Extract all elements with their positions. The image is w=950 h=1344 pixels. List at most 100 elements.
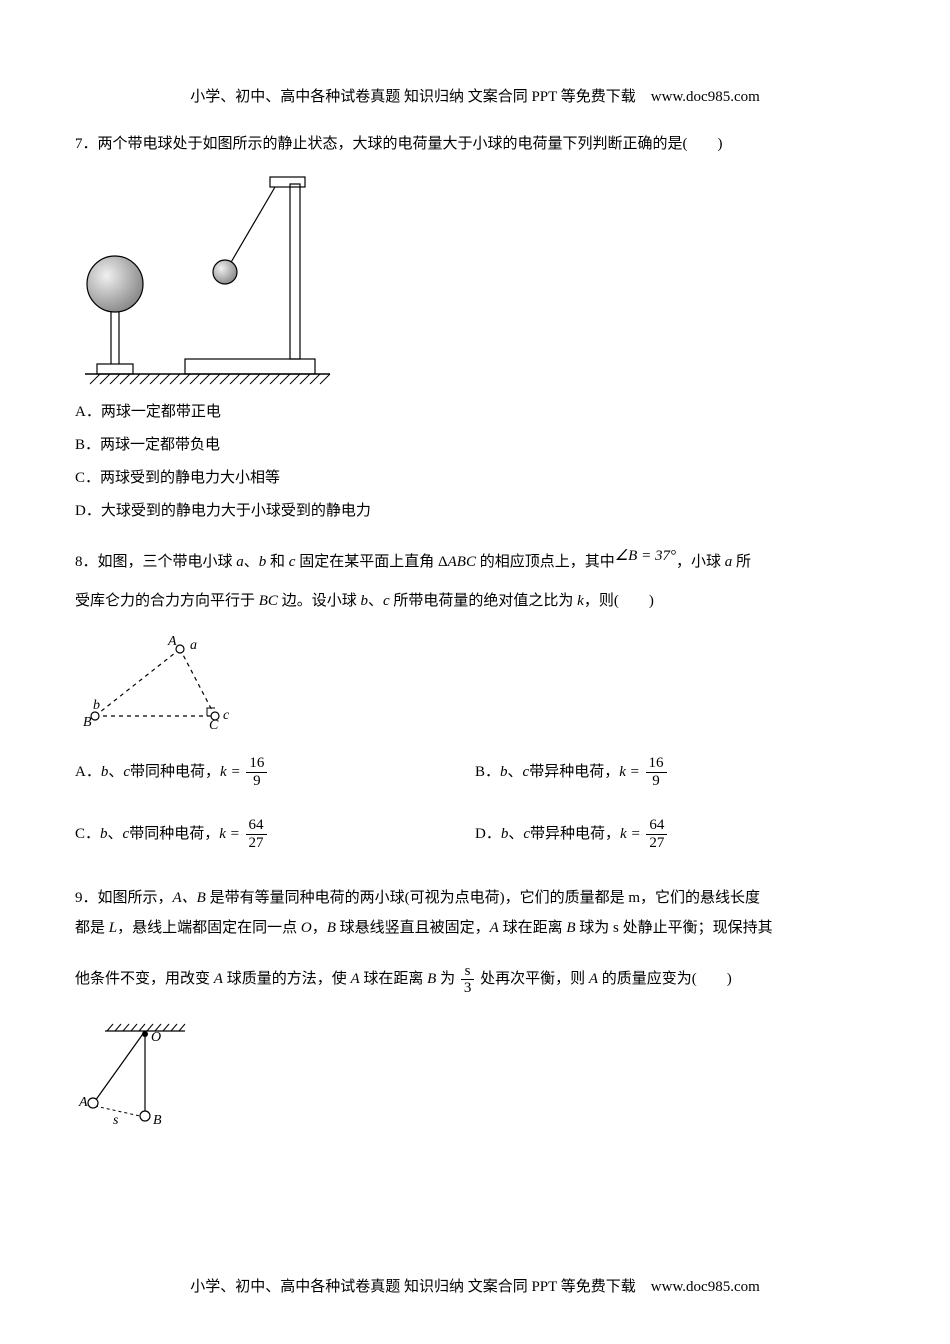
question-9: 9．如图所示，A、B 是带有等量同种电荷的两小球(可视为点电荷)，它们的质量都是…: [75, 883, 875, 1136]
q8-bc: BC: [259, 593, 278, 609]
q8c-p: 、: [108, 822, 123, 846]
page-header: 小学、初中、高中各种试卷真题 知识归纳 文案合同 PPT 等免费下载 www.d…: [75, 85, 875, 109]
q8-text-line1: 8．如图，三个带电小球 a、b 和 c 固定在某平面上直角 ΔABC 的相应顶点…: [75, 537, 875, 582]
q9-t8: 球为 s 处静止平衡；现保持其: [576, 920, 773, 936]
q8b-den: 9: [646, 773, 667, 790]
q8a-b: b: [101, 760, 109, 784]
q9-frac: s3: [461, 963, 475, 997]
q9-t12: 为: [436, 971, 455, 987]
q9-A2: A: [214, 971, 223, 987]
q8b-b: b: [500, 760, 508, 784]
q8a-same: 带同种电荷，: [130, 760, 220, 784]
q8c-den: 27: [246, 835, 267, 852]
q8-k: k: [577, 593, 584, 609]
q9-fden: 3: [461, 980, 475, 997]
svg-text:A: A: [78, 1095, 88, 1110]
svg-text:O: O: [151, 1030, 161, 1045]
q8-l2-t4: 所带电荷量的绝对值之比为: [390, 593, 578, 609]
svg-text:c: c: [223, 708, 230, 723]
q8a-p: 、: [108, 760, 123, 784]
q9-t14: 的质量应变为( ): [598, 971, 732, 987]
q8d-num: 64: [646, 817, 667, 835]
q8a-den: 9: [246, 773, 267, 790]
q8b-c: c: [523, 760, 530, 784]
q8d-diff: 带异种电荷，: [530, 822, 620, 846]
q8-space: 所: [732, 554, 751, 570]
q8c-same: 带同种电荷，: [129, 822, 219, 846]
q7-options: A．两球一定都带正电 B．两球一定都带负电 C．两球受到的静电力大小相等 D．大…: [75, 399, 875, 525]
q7-opt-d: D．大球受到的静电力大于小球受到的静电力: [75, 498, 875, 525]
q8-l2-t3: 、: [368, 593, 383, 609]
q9-L: L: [109, 920, 117, 936]
q8-l2-t2: 边。设小球: [278, 593, 361, 609]
q8b-prefix: B．: [475, 760, 500, 784]
q8-t5: 的相应顶点上，其中: [476, 554, 615, 570]
q8-abc: ABC: [448, 554, 476, 570]
q9-A1: A: [490, 920, 499, 936]
q9-t13: 处再次平衡，则: [480, 971, 589, 987]
q8-l2-t1: 受库仑力的合力方向平行于: [75, 593, 259, 609]
q9-line1: 9．如图所示，A、B 是带有等量同种电荷的两小球(可视为点电荷)，它们的质量都是…: [75, 883, 875, 913]
q8-text-line2: 受库仑力的合力方向平行于 BC 边。设小球 b、c 所带电荷量的绝对值之比为 k…: [75, 582, 875, 621]
q7-opt-b: B．两球一定都带负电: [75, 432, 875, 459]
q8-l2-t5: ，则( ): [584, 593, 654, 609]
q8-t6: ，小球: [676, 554, 725, 570]
q9-t1: 9．如图所示，: [75, 890, 173, 906]
q9-t3: 都是: [75, 920, 109, 936]
q8b-num: 16: [646, 755, 667, 773]
q9-t10: 球质量的方法，使: [223, 971, 351, 987]
q9-t2: 是带有等量同种电荷的两小球(可视为点电荷)，它们的质量都是 m，它们的悬线长度: [206, 890, 760, 906]
q8b-diff: 带异种电荷，: [529, 760, 619, 784]
svg-text:B: B: [83, 715, 92, 730]
q9-line3: 他条件不变，用改变 A 球质量的方法，使 A 球在距离 B 为 s3 处再次平衡…: [75, 953, 875, 1006]
svg-text:s: s: [113, 1113, 119, 1128]
q8b-p: 、: [508, 760, 523, 784]
q8a-frac: 169: [246, 755, 267, 789]
q9-O: O: [301, 920, 312, 936]
q9-line2: 都是 L，悬线上端都固定在同一点 O，B 球悬线竖直且被固定，A 球在距离 B …: [75, 913, 875, 943]
q9-t5: ，: [312, 920, 327, 936]
q8a-c: c: [123, 760, 130, 784]
q8c-keq: k =: [219, 822, 240, 846]
q7-opt-a: A．两球一定都带正电: [75, 399, 875, 426]
q8-diagram: A a B b C c: [75, 631, 875, 731]
q8-options: A．b、c 带同种电荷， k = 169 B．b、c 带异种电荷， k = 16…: [75, 741, 875, 865]
q9-A4: A: [589, 971, 598, 987]
q8a-prefix: A．: [75, 760, 101, 784]
svg-text:a: a: [190, 638, 197, 653]
q8b-frac: 169: [646, 755, 667, 789]
q8c-b: b: [100, 822, 108, 846]
page-footer: 小学、初中、高中各种试卷真题 知识归纳 文案合同 PPT 等免费下载 www.d…: [0, 1275, 950, 1299]
q9-fnum: s: [461, 963, 475, 981]
q8-t2: 、: [244, 554, 259, 570]
q9-t9: 他条件不变，用改变: [75, 971, 214, 987]
q8d-p: 、: [508, 822, 523, 846]
q8d-c: c: [523, 822, 530, 846]
q8a-num: 16: [246, 755, 267, 773]
q8c-frac: 6427: [246, 817, 267, 851]
q8-opt-a: A．b、c 带同种电荷， k = 169: [75, 755, 475, 789]
question-7: 7．两个带电球处于如图所示的静止状态，大球的电荷量大于小球的电荷量下列判断正确的…: [75, 129, 875, 525]
q9-t6: 球悬线竖直且被固定，: [336, 920, 490, 936]
q8-t4: 固定在某平面上直角 Δ: [295, 554, 447, 570]
question-8: 8．如图，三个带电小球 a、b 和 c 固定在某平面上直角 ΔABC 的相应顶点…: [75, 537, 875, 865]
q8d-b: b: [501, 822, 509, 846]
q8-t1: 8．如图，三个带电小球: [75, 554, 236, 570]
svg-text:b: b: [93, 698, 100, 713]
q8d-den: 27: [646, 835, 667, 852]
q9-B3: B: [427, 971, 436, 987]
q8c-num: 64: [246, 817, 267, 835]
q8d-prefix: D．: [475, 822, 501, 846]
q8-a1: a: [236, 554, 244, 570]
q8a-keq: k =: [220, 760, 241, 784]
q8b-keq: k =: [619, 760, 640, 784]
q7-diagram: [75, 169, 875, 389]
q9-B2: B: [566, 920, 575, 936]
q8d-keq: k =: [620, 822, 641, 846]
q9-ab: A、B: [173, 890, 206, 906]
q8-opt-c: C．b、c 带同种电荷， k = 6427: [75, 817, 475, 851]
q7-text: 7．两个带电球处于如图所示的静止状态，大球的电荷量大于小球的电荷量下列判断正确的…: [75, 129, 875, 159]
q9-t11: 球在距离: [360, 971, 428, 987]
svg-text:C: C: [209, 718, 219, 731]
q8-opt-d: D．b、c 带异种电荷， k = 6427: [475, 817, 875, 851]
